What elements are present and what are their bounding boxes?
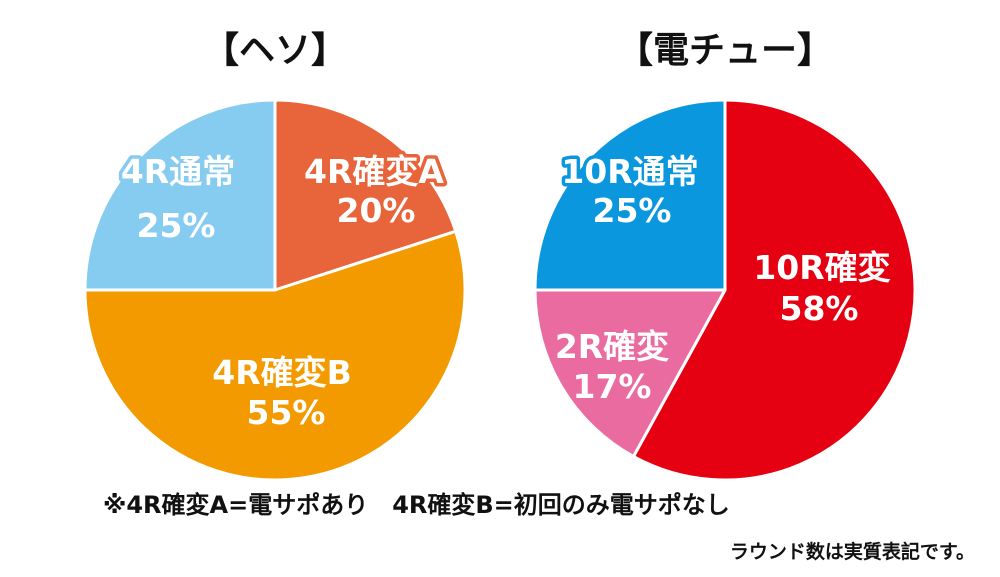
chart-title-denchu: 【電チュー】 <box>617 30 833 71</box>
pie-chart-heso <box>83 98 467 482</box>
pie-chart-denchu <box>533 98 917 482</box>
pie-slice-1-0 <box>631 98 917 482</box>
footnote-round-note: ラウンド数は実質表記です。 <box>730 540 975 563</box>
pie-slice-1-1 <box>533 288 727 458</box>
slice-pct-10r-tsujo: 25% <box>593 191 672 230</box>
pie-slice-1-2 <box>533 98 727 292</box>
slice-pct-2r-kakuhen: 17% <box>573 367 652 406</box>
slice-label-4r-kakuhen-a: 4R確変A <box>304 152 444 191</box>
slice-label-4r-tsujo: 4R通常 <box>121 152 235 191</box>
slice-label-10r-tsujo: 10R通常 <box>561 152 698 191</box>
pie-slice-0-2 <box>83 98 277 292</box>
slice-pct-4r-kakuhen-a: 20% <box>337 191 416 230</box>
slice-label-10r-kakuhen: 10R確変 <box>753 248 890 287</box>
slice-pct-10r-kakuhen: 58% <box>780 289 859 328</box>
pie-denchu-labels: 10R通常 25% 10R確変 58% 2R確変 17% <box>551 149 894 410</box>
pie-heso-labels: 4R確変A 20% 4R通常 25% 4R確変B 55% <box>117 149 448 436</box>
footnote-kakuhen-definition: ※4R確変A=電サポあり 4R確変B=初回のみ電サポなし <box>103 491 730 519</box>
slice-pct-4r-kakuhen-b: 55% <box>247 393 326 432</box>
pie-slice-0-1 <box>83 229 467 482</box>
slice-label-4r-kakuhen-b: 4R確変B <box>212 353 352 392</box>
pie-slice-0-0 <box>273 98 458 292</box>
chart-title-heso: 【ヘソ】 <box>203 30 347 71</box>
slice-label-2r-kakuhen: 2R確変 <box>555 327 669 366</box>
slice-pct-4r-tsujo: 25% <box>137 206 216 245</box>
